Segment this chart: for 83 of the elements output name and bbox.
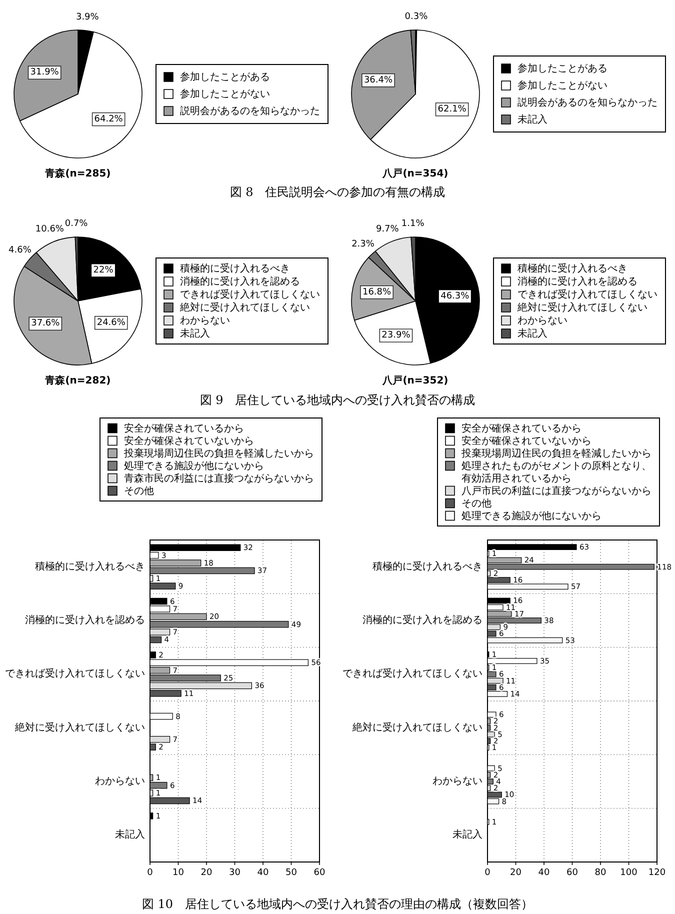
x-tick-label: 40 — [538, 868, 550, 878]
y-tick-label: わからない — [432, 776, 482, 787]
text: 八戸(n=352) — [382, 374, 448, 386]
legend-label: 安全が確保されていないから — [124, 434, 254, 446]
text: 青森(n=282) — [44, 374, 111, 386]
legend-label: 処理できる施設が他にないから — [124, 459, 264, 472]
legend-label: 処理できる施設が他にないから — [462, 509, 602, 522]
x-tick-label: 100 — [620, 868, 638, 878]
legend-label: 安全が確保されているから — [462, 422, 582, 434]
data-label: 0.7% — [64, 219, 88, 230]
legend-label: 未記入 — [180, 327, 210, 339]
data-label: 46.3% — [440, 291, 470, 302]
legend-label: 積極的に受け入れるべき — [518, 262, 628, 274]
legend-label: 説明会があるのを知らなかった — [518, 96, 658, 108]
data-label: 3.9% — [76, 12, 100, 23]
data-label: 23.9% — [382, 330, 411, 341]
y-tick-label: わからない — [95, 776, 145, 787]
x-tick-label: 40 — [257, 868, 269, 878]
legend-label: 絶対に受け入れてほしくない — [516, 301, 648, 313]
legend-label: その他 — [462, 496, 492, 509]
y-tick-label: 積極的に受け入れるべき — [35, 560, 145, 572]
legend-label: 投棄現場周辺住民の負担を軽減したいから — [460, 446, 652, 459]
y-tick-label: 絶対に受け入れてほしくない — [352, 721, 482, 734]
x-tick-label: 0 — [147, 868, 154, 878]
legend-label: 八戸市民の利益には直接つながらないから — [462, 484, 652, 496]
y-tick-label: 積極的に受け入れるべき — [372, 560, 482, 572]
data-label: 10.6% — [35, 224, 64, 234]
legend-label: 安全が確保されているから — [124, 422, 244, 434]
legend-label: できれば受け入れてほしくない — [180, 288, 320, 300]
y-tick-label: できれば受け入れてほしくない — [342, 668, 482, 680]
data-label: 0.3% — [404, 12, 428, 22]
legend-label: 積極的に受け入れるべき — [180, 262, 290, 274]
data-label: 62.1% — [438, 104, 467, 114]
x-tick-label: 50 — [286, 868, 298, 878]
data-label: 16.8% — [362, 287, 392, 298]
text: 八戸(n=354) — [382, 168, 448, 180]
legend-label: 参加したことがある — [180, 70, 270, 82]
legend-label: 参加したことがある — [518, 62, 608, 74]
legend-label: 安全が確保されていないから — [462, 434, 592, 446]
text: 青森(n=285) — [44, 168, 111, 180]
legend-label: わからない — [180, 315, 230, 326]
y-tick-label: 未記入 — [452, 828, 482, 841]
legend-label: その他 — [124, 484, 154, 496]
x-tick-label: 80 — [594, 868, 606, 878]
data-label: 64.2% — [94, 114, 124, 124]
data-label: 31.9% — [30, 68, 60, 78]
x-tick-label: 120 — [648, 868, 666, 878]
data-label: 36.4% — [364, 75, 393, 86]
legend-label: 絶対に受け入れてほしくない — [179, 301, 310, 313]
caption: 図 9 居住している地域内への受け入れ賛否の構成 — [200, 393, 476, 407]
data-label: 22% — [93, 265, 114, 276]
x-tick-label: 30 — [229, 868, 241, 878]
y-tick-label: 未記入 — [115, 828, 145, 841]
legend-label: できれば受け入れてほしくない — [518, 288, 658, 300]
x-tick-label: 20 — [200, 868, 212, 878]
y-tick-label: できれば受け入れてほしくない — [5, 668, 145, 680]
data-label: 24.6% — [96, 318, 126, 328]
legend-label: 説明会があるのを知らなかった — [180, 104, 320, 116]
caption: 図 10 居住している地域内への受け入れ賛否の理由の構成（複数回答） — [142, 897, 534, 911]
legend-label: 消極的に受け入れを認める — [180, 275, 300, 287]
legend-label: 消極的に受け入れを認める — [518, 275, 638, 287]
data-label: 2.3% — [352, 240, 375, 250]
legend-label: 青森市民の利益には直接つながらないから — [124, 472, 314, 484]
legend-label: 未記入 — [518, 327, 548, 339]
y-tick-label: 消極的に受け入れを認める — [25, 614, 145, 626]
caption: 図 8 住民説明会への参加の有無の構成 — [230, 185, 446, 199]
legend-label: わからない — [518, 315, 568, 326]
x-tick-label: 60 — [566, 868, 578, 878]
x-tick-label: 0 — [484, 868, 491, 878]
data-label: 1.1% — [401, 219, 425, 230]
data-label: 9.7% — [376, 224, 400, 234]
y-tick-label: 絶対に受け入れてほしくない — [14, 721, 145, 734]
x-tick-label: 60 — [314, 868, 326, 878]
data-label: 4.6% — [8, 245, 32, 256]
legend-label: 参加したことがない — [518, 79, 608, 91]
legend-label: 参加したことがない — [180, 88, 270, 100]
legend-label: 投棄現場周辺住民の負担を軽減したいから — [123, 446, 314, 459]
x-tick-label: 10 — [172, 868, 184, 878]
x-tick-label: 20 — [510, 868, 522, 878]
data-label: 37.6% — [31, 318, 60, 329]
y-tick-label: 消極的に受け入れを認める — [362, 614, 482, 626]
legend-label: 処理されたものがセメントの原料となり、有効活用されているから — [462, 459, 652, 484]
legend-label: 未記入 — [518, 113, 548, 125]
